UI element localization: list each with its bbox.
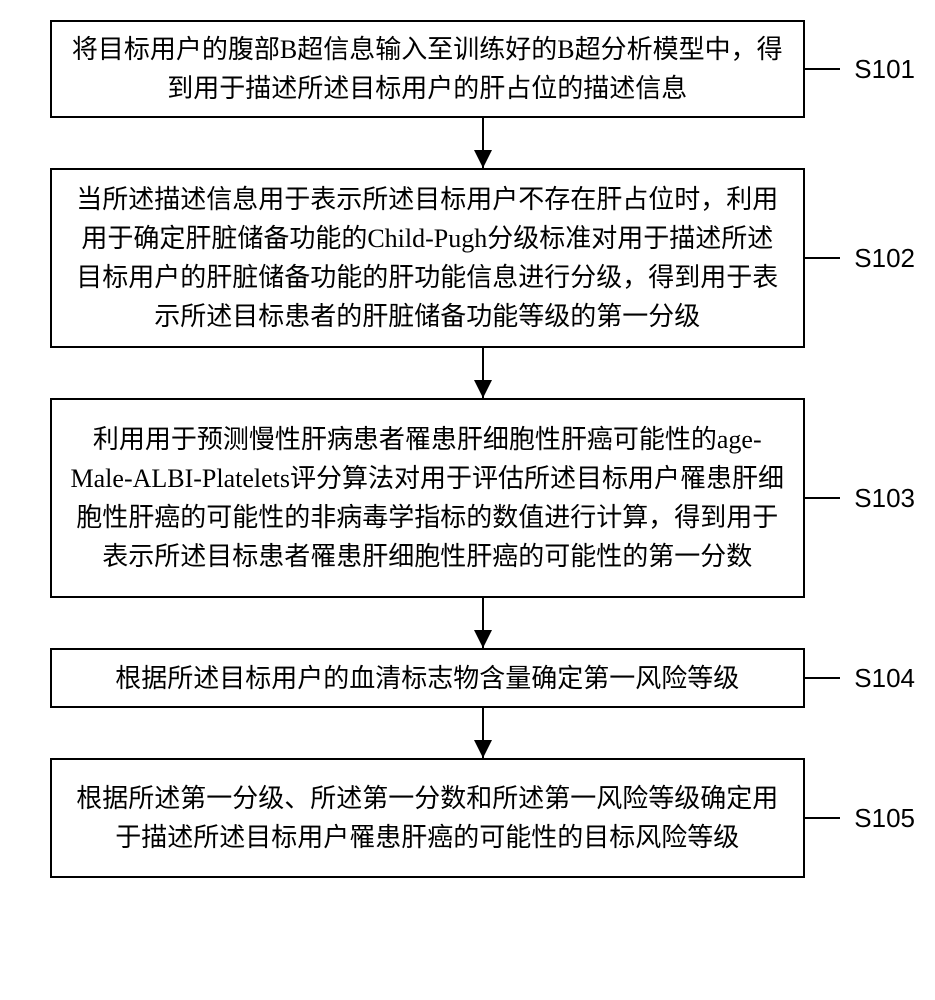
node-text: 利用用于预测慢性肝病患者罹患肝细胞性肝癌可能性的age-Male-ALBI-Pl…	[66, 420, 789, 576]
node-text: 根据所述第一分级、所述第一分数和所述第一风险等级确定用于描述所述目标用户罹患肝癌…	[68, 779, 787, 857]
flowchart-row: 根据所述第一分级、所述第一分数和所述第一风险等级确定用于描述所述目标用户罹患肝癌…	[20, 758, 915, 878]
step-label-s102: S102	[854, 243, 915, 274]
flowchart-arrow	[103, 118, 863, 168]
label-leader	[805, 68, 841, 70]
label-leader	[805, 817, 841, 819]
flowchart-row: 利用用于预测慢性肝病患者罹患肝细胞性肝癌可能性的age-Male-ALBI-Pl…	[20, 398, 915, 598]
label-leader	[805, 497, 841, 499]
step-label-s103: S103	[854, 483, 915, 514]
flowchart-node-s101: 将目标用户的腹部B超信息输入至训练好的B超分析模型中，得到用于描述所述目标用户的…	[50, 20, 805, 118]
flowchart-arrow	[103, 598, 863, 648]
flowchart-container: 将目标用户的腹部B超信息输入至训练好的B超分析模型中，得到用于描述所述目标用户的…	[20, 20, 915, 878]
label-leader	[805, 677, 841, 679]
step-label-s105: S105	[854, 803, 915, 834]
flowchart-row: 当所述描述信息用于表示所述目标用户不存在肝占位时，利用用于确定肝脏储备功能的Ch…	[20, 168, 915, 348]
flowchart-row: 将目标用户的腹部B超信息输入至训练好的B超分析模型中，得到用于描述所述目标用户的…	[20, 20, 915, 118]
flowchart-arrow	[103, 708, 863, 758]
node-text: 当所述描述信息用于表示所述目标用户不存在肝占位时，利用用于确定肝脏储备功能的Ch…	[72, 180, 783, 336]
flowchart-node-s105: 根据所述第一分级、所述第一分数和所述第一风险等级确定用于描述所述目标用户罹患肝癌…	[50, 758, 805, 878]
flowchart-node-s102: 当所述描述信息用于表示所述目标用户不存在肝占位时，利用用于确定肝脏储备功能的Ch…	[50, 168, 805, 348]
flowchart-node-s104: 根据所述目标用户的血清标志物含量确定第一风险等级	[50, 648, 805, 708]
flowchart-row: 根据所述目标用户的血清标志物含量确定第一风险等级 S104	[20, 648, 915, 708]
node-text: 将目标用户的腹部B超信息输入至训练好的B超分析模型中，得到用于描述所述目标用户的…	[68, 30, 787, 108]
step-label-s104: S104	[854, 663, 915, 694]
node-text: 根据所述目标用户的血清标志物含量确定第一风险等级	[115, 659, 739, 698]
step-label-s101: S101	[854, 54, 915, 85]
label-leader	[805, 257, 841, 259]
flowchart-node-s103: 利用用于预测慢性肝病患者罹患肝细胞性肝癌可能性的age-Male-ALBI-Pl…	[50, 398, 805, 598]
flowchart-arrow	[103, 348, 863, 398]
